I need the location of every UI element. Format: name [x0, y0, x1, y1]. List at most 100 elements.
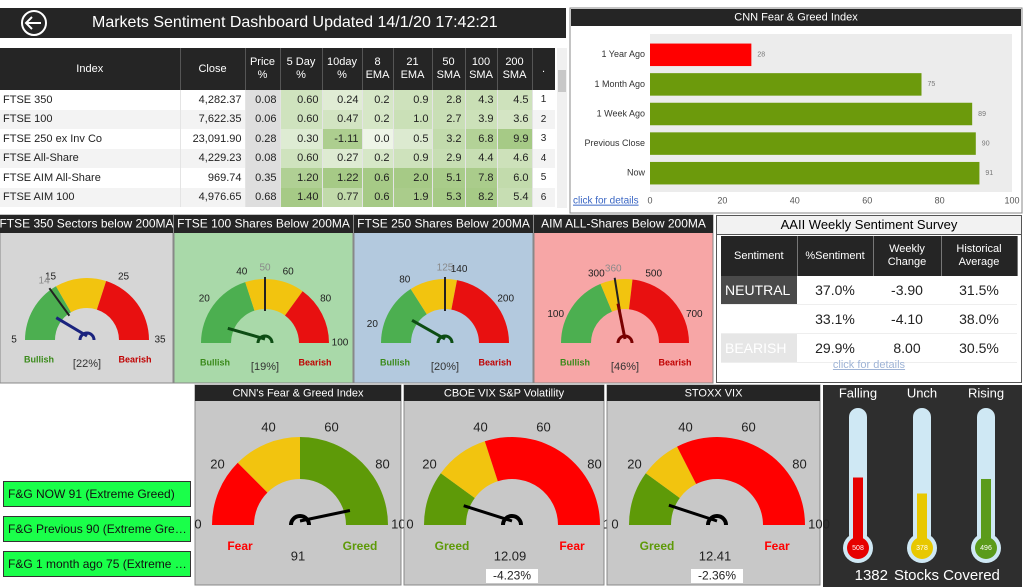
table-cell: 2.8 [432, 90, 466, 110]
high-label: Greed [343, 539, 378, 553]
tick-label: 40 [473, 419, 487, 434]
tick-label: 60 [283, 266, 295, 277]
column-header: 10day % [322, 48, 363, 90]
tick-label: 20 [199, 294, 211, 305]
table-cell: 1.20 [280, 168, 323, 188]
table-cell: FTSE 100 [0, 109, 181, 129]
tick-label: 300 [588, 268, 605, 279]
gauge-title: STOXX VIX [685, 387, 744, 399]
target-label: 125 [437, 263, 454, 274]
low-label: Greed [435, 539, 470, 553]
tick-label: 0 [194, 516, 201, 531]
needle-hub [616, 334, 634, 344]
column-header: Index [0, 48, 181, 90]
gauge-band [284, 291, 329, 343]
bar [650, 132, 976, 155]
table-row: FTSE 250 ex Inv Co 23,091.90 0.28 0.30 -1.11… [0, 129, 555, 149]
table-cell: 0.9 [393, 148, 433, 168]
table-cell: 29.9% [797, 333, 873, 363]
table-cell: 4,282.37 [180, 90, 246, 110]
high-label: Bearish [658, 357, 691, 367]
table-cell: 5.1 [432, 168, 466, 188]
gauge-band [300, 437, 388, 525]
table-row: BEARISH 29.9% 8.00 30.5% [721, 333, 1017, 363]
table-cell: 0.27 [322, 148, 363, 168]
gauge-title: CNN's Fear & Greed Index [232, 387, 364, 399]
x-tick-label: 20 [717, 195, 727, 205]
table-cell: 33.1% [797, 304, 873, 334]
thermo-bulb [911, 537, 933, 559]
table-cell: 6.0 [497, 168, 533, 188]
bar [650, 43, 752, 67]
back-button[interactable] [21, 10, 47, 36]
tick-label: 25 [118, 271, 130, 282]
scrollbar-thumb [558, 70, 566, 92]
gauge-band [561, 283, 612, 343]
table-cell: 6.8 [465, 129, 498, 149]
aaii-table: Sentiment %Sentiment Weekly Change Historic… [721, 236, 1018, 363]
table-row: FTSE AIM All-Share 969.74 0.35 1.20 1.22 0.6 2… [0, 168, 555, 188]
table-cell: 1.22 [322, 168, 363, 188]
fg-box: F&G NOW 91 (Extreme Greed) [3, 481, 191, 507]
table-cell: 4.3 [465, 90, 498, 110]
table-cell: 0.47 [322, 109, 363, 129]
thermo-label: Falling [839, 385, 877, 400]
details-link[interactable]: click for details [573, 196, 639, 207]
tick-label: 200 [497, 294, 514, 305]
tick-label: 20 [367, 319, 379, 330]
table-row: NEUTRAL 37.0% -3.90 31.5% [721, 276, 1017, 305]
title-bar [354, 215, 533, 233]
index-table-wrap: Index Close Price % 5 Day % 10day % 8 EMA 21 E… [0, 48, 555, 215]
change-box [691, 569, 743, 583]
category-label: 1 Week Ago [597, 108, 645, 118]
low-label: Bullish [380, 357, 410, 367]
tick-label: 40 [236, 266, 248, 277]
tick-label: 0 [406, 516, 413, 531]
needle-hub [78, 331, 96, 341]
thermo-label: Rising [968, 385, 1004, 400]
table-cell: 1.9 [393, 187, 433, 207]
gauge-note: [22%] [73, 358, 101, 370]
tick-label: 100 [332, 338, 349, 349]
gauge-band [56, 277, 107, 313]
table-cell: 3.2 [432, 129, 466, 149]
gauge-band [245, 279, 303, 316]
scrollbar [557, 48, 567, 208]
gauge-band [424, 473, 475, 525]
change-label: -4.23% [493, 569, 531, 583]
table-cell: 2.9 [432, 148, 466, 168]
header-title: Markets Sentiment Dashboard Updated 14/1… [92, 14, 498, 31]
thermo-fill [853, 477, 863, 544]
column-header: 50 SMA [432, 48, 466, 90]
table-cell: 4,229.23 [180, 148, 246, 168]
table-row: FTSE 100 7,622.35 0.06 0.60 0.47 0.2 1.0 2.7 3.9… [0, 109, 555, 129]
high-label: Fear [764, 539, 790, 553]
high-label: Bearish [118, 354, 151, 364]
needle-hub [501, 514, 523, 526]
thermo-bulb [975, 537, 997, 559]
gauge-band [645, 446, 697, 498]
gauge-value: 91 [291, 548, 305, 563]
gauge-band [451, 280, 509, 343]
table-cell: BEARISH [721, 333, 797, 363]
gauge-note: [20%] [431, 361, 459, 373]
table-cell: 23,091.90 [180, 129, 246, 149]
gauge-note: [46%] [611, 361, 639, 373]
table-cell: 1.40 [280, 187, 323, 207]
total-value: 1382 [855, 567, 888, 584]
details-link[interactable]: click for details [832, 359, 906, 371]
title-bar [534, 215, 713, 233]
fg-box: F&G 1 month ago 75 (Extreme Greed) [3, 551, 191, 577]
table-cell: 0.30 [280, 129, 323, 149]
tick-label: 60 [741, 419, 755, 434]
table-cell: -3.90 [873, 276, 941, 305]
tick-label: 80 [587, 456, 601, 471]
low-label: Bullish [200, 357, 230, 367]
table-row: 33.1% -4.10 38.0% [721, 304, 1017, 334]
table-cell: FTSE AIM All-Share [0, 168, 181, 188]
gauge-title: AIM ALL-Shares Below 200MA [541, 217, 706, 231]
tick-label: 100 [547, 309, 564, 320]
tick-label: 80 [375, 456, 389, 471]
low-label: Bullish [560, 357, 590, 367]
